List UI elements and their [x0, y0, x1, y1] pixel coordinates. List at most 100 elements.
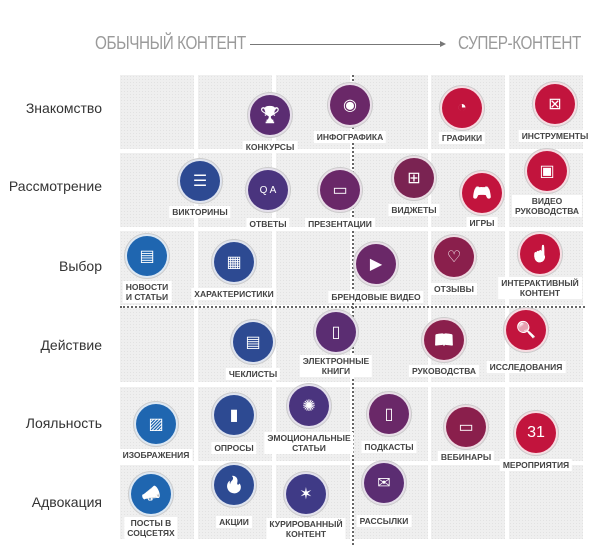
- stage-label: Знакомство: [25, 100, 102, 116]
- grid-cell: [431, 465, 505, 539]
- icon-glyph: 🎮: [472, 185, 492, 202]
- megaphone-icon[interactable]: 📣: [129, 472, 173, 516]
- grid-cell: [509, 465, 583, 539]
- eye-window-icon[interactable]: ◉: [328, 83, 372, 127]
- content-type-label: ВИКТОРИНЫ: [169, 206, 231, 218]
- laptop-icon[interactable]: ⊠: [533, 82, 577, 126]
- content-type-label: ПОСТЫ В СОЦСЕТЯХ: [124, 517, 178, 539]
- pie-chart-icon[interactable]: ◔: [440, 86, 484, 130]
- icon-glyph: ▮: [229, 407, 239, 424]
- icon-glyph: ▤: [245, 334, 261, 351]
- content-type-label: КОНКУРСЫ: [242, 141, 298, 153]
- widget-icon[interactable]: ⊞: [392, 156, 436, 200]
- qa-icon[interactable]: Q A: [246, 168, 290, 212]
- ebook-icon[interactable]: ▯: [314, 310, 358, 354]
- icon-glyph: ▨: [148, 416, 164, 433]
- content-type-label: ВИДЖЕТЫ: [388, 204, 440, 216]
- stage-label: Адвокация: [31, 494, 102, 510]
- icon-glyph: ▯: [331, 324, 341, 341]
- icon-glyph: ☰: [192, 173, 208, 190]
- content-type-label: ЭЛЕКТРОННЫЕ КНИГИ: [299, 355, 373, 377]
- content-type-label: РАССЫЛКИ: [356, 515, 412, 527]
- content-type-label: МЕРОПРИЯТИЯ: [499, 459, 573, 471]
- image-icon[interactable]: ▨: [134, 402, 178, 446]
- icon-glyph: 🔥: [224, 477, 244, 494]
- icon-glyph: ⊞: [407, 170, 421, 187]
- grid-cell: [120, 308, 194, 382]
- content-type-label: ПОДКАСТЫ: [361, 441, 417, 453]
- news-icon[interactable]: ▤: [125, 234, 169, 278]
- research-icon[interactable]: 🔍: [504, 308, 548, 352]
- specs-icon[interactable]: ▦: [212, 240, 256, 284]
- content-type-label: ЧЕКЛИСТЫ: [225, 368, 281, 380]
- icon-glyph: ◔: [457, 99, 467, 116]
- grid-cell: [120, 75, 194, 149]
- divider-vertical: [352, 75, 354, 545]
- content-type-label: ИЗОБРАЖЕНИЯ: [119, 449, 193, 461]
- webinar-icon[interactable]: ▭: [444, 405, 488, 449]
- video-tutorial-icon[interactable]: ▣: [525, 149, 569, 193]
- icon-glyph: ▭: [458, 419, 474, 436]
- content-type-label: ОПРОСЫ: [211, 442, 257, 454]
- icon-glyph: ▯: [384, 406, 394, 423]
- list-icon[interactable]: ☰: [178, 159, 222, 203]
- content-type-label: ИНФОГРАФИКА: [313, 131, 387, 143]
- icon-glyph: ▶: [369, 256, 383, 273]
- icon-glyph: ◉: [343, 97, 357, 114]
- calendar-icon[interactable]: 31: [514, 411, 558, 455]
- icon-glyph: 📖: [434, 332, 454, 349]
- content-type-label: ЭМОЦИОНАЛЬНЫЕ СТАТЬИ: [264, 432, 354, 454]
- header-left: ОБЫЧНЫЙ КОНТЕНТ: [95, 33, 246, 53]
- video-icon[interactable]: ▶: [354, 242, 398, 286]
- content-type-label: ИНТЕРАКТИВНЫЙ КОНТЕНТ: [498, 277, 582, 299]
- icon-glyph: 🏆: [260, 107, 280, 124]
- icon-glyph: ▦: [226, 254, 242, 271]
- trophy-icon[interactable]: 🏆: [248, 93, 292, 137]
- icon-glyph: ▣: [539, 163, 555, 180]
- icon-glyph: ✶: [299, 486, 313, 503]
- icon-glyph: ⊠: [548, 96, 562, 113]
- stage-label: Действие: [40, 337, 102, 353]
- content-type-label: БРЕНДОВЫЕ ВИДЕО: [328, 291, 424, 303]
- grid-cell: [198, 75, 272, 149]
- content-type-label: ВЕБИНАРЫ: [437, 451, 495, 463]
- presentation-icon[interactable]: ▭: [318, 168, 362, 212]
- content-type-label: ХАРАКТЕРИСТИКИ: [191, 288, 277, 300]
- gamepad-icon[interactable]: 🎮: [460, 171, 504, 215]
- icon-glyph: ▤: [139, 248, 155, 265]
- mail-icon[interactable]: ✉: [362, 461, 406, 505]
- icon-glyph: 31: [527, 424, 545, 441]
- content-type-label: ВИДЕО РУКОВОДСТВА: [511, 195, 583, 217]
- icon-glyph: ▭: [332, 182, 348, 199]
- review-icon[interactable]: ♡: [432, 235, 476, 279]
- icon-glyph: ♡: [446, 249, 462, 266]
- grid-cell: [120, 387, 194, 461]
- content-type-label: АКЦИИ: [216, 516, 252, 528]
- content-type-label: ОТВЕТЫ: [246, 218, 290, 230]
- phone-icon[interactable]: ▯: [367, 392, 411, 436]
- content-type-label: КУРИРОВАННЫЙ КОНТЕНТ: [266, 518, 346, 540]
- stage-label: Выбор: [59, 258, 102, 274]
- content-type-label: ГРАФИКИ: [438, 132, 486, 144]
- icon-glyph: 🔍: [516, 322, 536, 339]
- icon-glyph: 📣: [141, 486, 161, 503]
- checklist-icon[interactable]: ▤: [231, 320, 275, 364]
- icon-glyph: ✺: [302, 398, 316, 415]
- network-icon[interactable]: ✶: [284, 472, 328, 516]
- network-person-icon[interactable]: ✺: [287, 384, 331, 428]
- content-type-label: ПРЕЗЕНТАЦИИ: [305, 218, 375, 230]
- content-type-label: ИГРЫ: [466, 217, 498, 229]
- icon-glyph: Q A: [259, 184, 277, 196]
- content-type-label: РУКОВОДСТВА: [408, 365, 480, 377]
- bar-chart-icon[interactable]: ▮: [212, 393, 256, 437]
- stage-label: Рассмотрение: [8, 178, 102, 194]
- book-icon[interactable]: 📖: [422, 318, 466, 362]
- content-type-label: ИНСТРУМЕНТЫ: [518, 130, 592, 142]
- content-type-label: ИССЛЕДОВАНИЯ: [486, 361, 566, 373]
- divider-horizontal: [120, 306, 585, 308]
- content-type-label: НОВОСТИ И СТАТЬИ: [122, 281, 172, 303]
- flame-icon[interactable]: 🔥: [212, 463, 256, 507]
- interactive-icon[interactable]: ☝: [518, 232, 562, 276]
- icon-glyph: ✉: [377, 475, 391, 492]
- arrow-icon: [250, 41, 446, 47]
